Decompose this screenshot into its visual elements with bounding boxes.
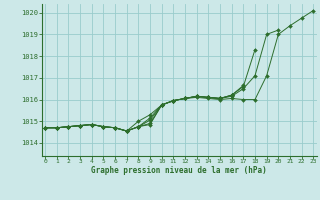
X-axis label: Graphe pression niveau de la mer (hPa): Graphe pression niveau de la mer (hPa): [91, 166, 267, 175]
